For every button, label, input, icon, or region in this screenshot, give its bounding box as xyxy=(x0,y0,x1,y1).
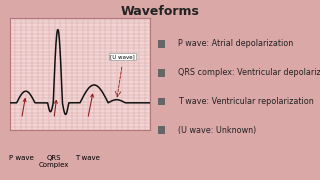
Bar xyxy=(158,98,165,105)
Text: [U wave]: [U wave] xyxy=(110,54,135,59)
Text: QRS complex: Ventricular depolarization: QRS complex: Ventricular depolarization xyxy=(178,68,320,77)
Text: Waveforms: Waveforms xyxy=(121,5,199,18)
Text: QRS
Complex: QRS Complex xyxy=(39,155,69,168)
Text: P wave: Atrial depolarization: P wave: Atrial depolarization xyxy=(178,39,293,48)
Text: T wave: Ventricular repolarization: T wave: Ventricular repolarization xyxy=(178,97,313,106)
Bar xyxy=(158,69,165,77)
Text: T wave: T wave xyxy=(75,155,100,161)
Text: P wave: P wave xyxy=(9,155,34,161)
Bar xyxy=(158,126,165,134)
Bar xyxy=(158,40,165,48)
Text: (U wave: Unknown): (U wave: Unknown) xyxy=(178,126,256,135)
